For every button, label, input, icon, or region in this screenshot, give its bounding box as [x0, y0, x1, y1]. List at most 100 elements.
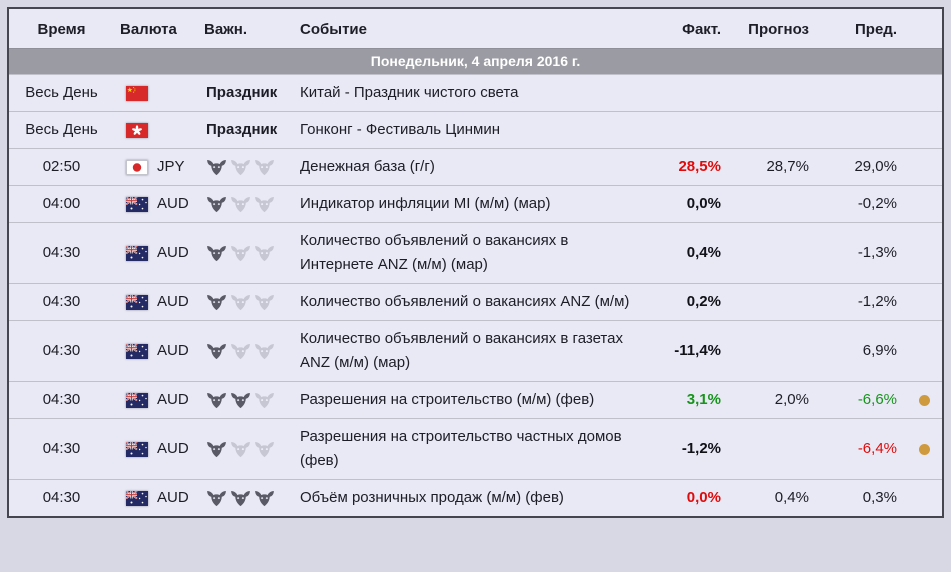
calendar-event-row[interactable]: 04:30 AUD Количество объявлений о ваканс…	[8, 283, 943, 321]
revised-marker-cell	[907, 320, 943, 382]
forecast-value	[731, 418, 819, 480]
event-cell: Разрешения на строительство (м/м) (фев)	[294, 381, 643, 419]
currency-code: AUD	[157, 293, 189, 311]
currency-code: AUD	[157, 195, 189, 213]
previous-value: 0,3%	[819, 479, 907, 518]
forecast-value	[731, 283, 819, 321]
importance-cell: Праздник	[198, 111, 294, 149]
column-header-currency: Валюта	[120, 21, 177, 38]
calendar-event-row[interactable]: 04:30 AUD Количество объявлений о ваканс…	[8, 320, 943, 382]
previous-value: 29,0%	[819, 147, 907, 186]
bull-head-icon	[254, 245, 275, 262]
revised-marker-cell	[907, 185, 943, 223]
importance-cell	[198, 283, 294, 321]
importance-cell	[198, 418, 294, 480]
event-link[interactable]: Количество объявлений о вакансиях в Инте…	[300, 232, 569, 274]
revised-marker-cell	[907, 74, 943, 112]
currency-cell: AUD	[114, 320, 198, 382]
event-cell: Количество объявлений о вакансиях ANZ (м…	[294, 283, 643, 321]
economic-calendar-table: Время Валюта Важн. Событие Факт. Прогноз…	[7, 7, 944, 519]
calendar-event-row[interactable]: 04:30 AUD Количество объявлений о ваканс…	[8, 222, 943, 284]
calendar-event-row[interactable]: 04:30 AUD Разрешения на строительство (м…	[8, 381, 943, 419]
calendar-event-row[interactable]: Весь День Праздник Гонконг - Фестиваль Ци…	[8, 111, 943, 149]
time-cell: 04:30	[8, 479, 114, 518]
forecast-value	[731, 111, 819, 149]
bull-head-icon	[254, 294, 275, 311]
event-link[interactable]: Разрешения на строительство частных домо…	[300, 428, 622, 470]
currency-code: AUD	[157, 391, 189, 409]
orange-dot-icon	[919, 394, 930, 406]
calendar-body: Понедельник, 4 апреля 2016 г. Весь День …	[8, 48, 943, 518]
event-cell: Индикатор инфляции MI (м/м) (мар)	[294, 185, 643, 223]
actual-value: 0,4%	[643, 222, 731, 284]
bull-head-icon	[254, 196, 275, 213]
bull-head-icon	[206, 245, 227, 262]
bull-head-icon	[206, 343, 227, 360]
column-header-spacer	[907, 8, 943, 49]
event-link[interactable]: Количество объявлений о вакансиях в газе…	[300, 330, 623, 372]
event-link[interactable]: Денежная база (г/г)	[300, 158, 435, 176]
currency-cell	[114, 111, 198, 149]
australia-flag-icon	[125, 293, 148, 310]
bull-head-icon	[230, 490, 251, 507]
bull-head-icon	[230, 343, 251, 360]
australia-flag-icon	[125, 489, 148, 506]
importance-cell	[198, 381, 294, 419]
bull-head-icon	[206, 392, 227, 409]
calendar-event-row[interactable]: 04:30 AUD Разрешения на строительство ча…	[8, 418, 943, 480]
currency-code: JPY	[157, 158, 185, 176]
bull-head-icon	[230, 392, 251, 409]
calendar-event-row[interactable]: 04:30 AUD Объём розничных продаж (м/м) (…	[8, 479, 943, 518]
australia-flag-icon	[125, 391, 148, 408]
hong-kong-flag-icon	[126, 122, 148, 138]
forecast-value: 0,4%	[731, 479, 819, 518]
actual-value: 0,0%	[643, 185, 731, 223]
revised-marker-cell	[907, 222, 943, 284]
event-cell: Количество объявлений о вакансиях в Инте…	[294, 222, 643, 284]
calendar-event-row[interactable]: Весь День Праздник Китай - Праздник чисто…	[8, 74, 943, 112]
event-link[interactable]: Гонконг - Фестиваль Цинмин	[300, 121, 501, 138]
event-link[interactable]: Индикатор инфляции MI (м/м) (мар)	[300, 195, 551, 213]
revised-marker-cell	[907, 111, 943, 149]
event-link[interactable]: Объём розничных продаж (м/м) (фев)	[300, 489, 564, 507]
bull-head-icon	[206, 441, 227, 458]
time-cell: 04:30	[8, 283, 114, 321]
importance-cell	[198, 147, 294, 186]
currency-code: AUD	[157, 489, 189, 507]
importance-cell	[198, 222, 294, 284]
time-cell: 04:30	[8, 381, 114, 419]
calendar-event-row[interactable]: 02:50 JPY Денежная база (г/г) 28,5% 28,7% 2…	[8, 147, 943, 186]
column-header-previous: Пред.	[855, 21, 897, 38]
previous-value: -6,6%	[819, 381, 907, 419]
currency-code: AUD	[157, 342, 189, 360]
event-cell: Гонконг - Фестиваль Цинмин	[294, 111, 643, 149]
currency-code: AUD	[157, 440, 189, 458]
time-cell: 04:30	[8, 320, 114, 382]
event-link[interactable]: Количество объявлений о вакансиях ANZ (м…	[300, 293, 630, 311]
column-header-event: Событие	[300, 21, 367, 38]
australia-flag-icon	[125, 244, 148, 261]
event-link[interactable]: Китай - Праздник чистого света	[300, 84, 519, 101]
currency-cell: AUD	[114, 418, 198, 480]
holiday-badge: Праздник	[206, 121, 278, 138]
event-cell: Количество объявлений о вакансиях в газе…	[294, 320, 643, 382]
orange-dot-icon	[919, 443, 930, 455]
forecast-value	[731, 222, 819, 284]
time-cell: Весь День	[8, 74, 114, 112]
actual-value	[643, 74, 731, 112]
china-flag-icon	[126, 85, 148, 101]
time-cell: Весь День	[8, 111, 114, 149]
currency-cell	[114, 74, 198, 112]
bull-head-icon	[230, 159, 251, 176]
currency-cell: AUD	[114, 185, 198, 223]
forecast-value: 28,7%	[731, 147, 819, 186]
previous-value: 6,9%	[819, 320, 907, 382]
event-link[interactable]: Разрешения на строительство (м/м) (фев)	[300, 391, 595, 409]
bull-head-icon	[254, 343, 275, 360]
bull-head-icon	[206, 159, 227, 176]
calendar-event-row[interactable]: 04:00 AUD Индикатор инфляции MI (м/м) (м…	[8, 185, 943, 223]
bull-head-icon	[230, 245, 251, 262]
revised-marker-cell	[907, 381, 943, 419]
previous-value: -6,4%	[819, 418, 907, 480]
currency-code: AUD	[157, 244, 189, 262]
